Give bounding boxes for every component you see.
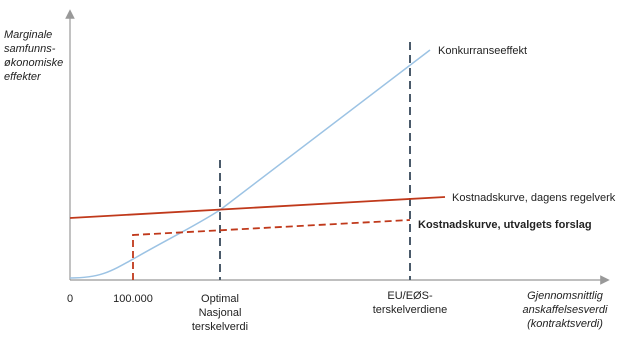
y-axis-label: økonomiske [4, 57, 63, 69]
competition-label: Konkurranseeffekt [438, 45, 527, 57]
y-axis-label: effekter [4, 71, 42, 83]
threshold-low-label: 100.000 [113, 293, 153, 305]
competition-curve [69, 49, 431, 279]
eu-label: terskelverdiene [373, 304, 448, 316]
x-axis-label: anskaffelsesverdi [523, 304, 609, 316]
eu-label: EU/EØS- [387, 290, 433, 302]
cost-current-label: Kostnadskurve, dagens regelverk [452, 192, 616, 204]
cost-current-line [69, 196, 446, 219]
origin-label: 0 [67, 293, 73, 305]
x-axis-label: Gjennomsnittlig [527, 290, 604, 302]
cost-proposal-label: Kostnadskurve, utvalgets forslag [418, 219, 592, 231]
y-axis-label: samfunns- [4, 43, 56, 55]
optimal-label: Nasjonal [199, 307, 242, 319]
optimal-label: terskelverdi [192, 321, 248, 333]
x-axis-label: (kontraktsverdi) [527, 318, 603, 330]
optimal-label: Optimal [201, 293, 239, 305]
y-axis-label: Marginale [4, 29, 52, 41]
cost-proposal-line [132, 219, 411, 280]
